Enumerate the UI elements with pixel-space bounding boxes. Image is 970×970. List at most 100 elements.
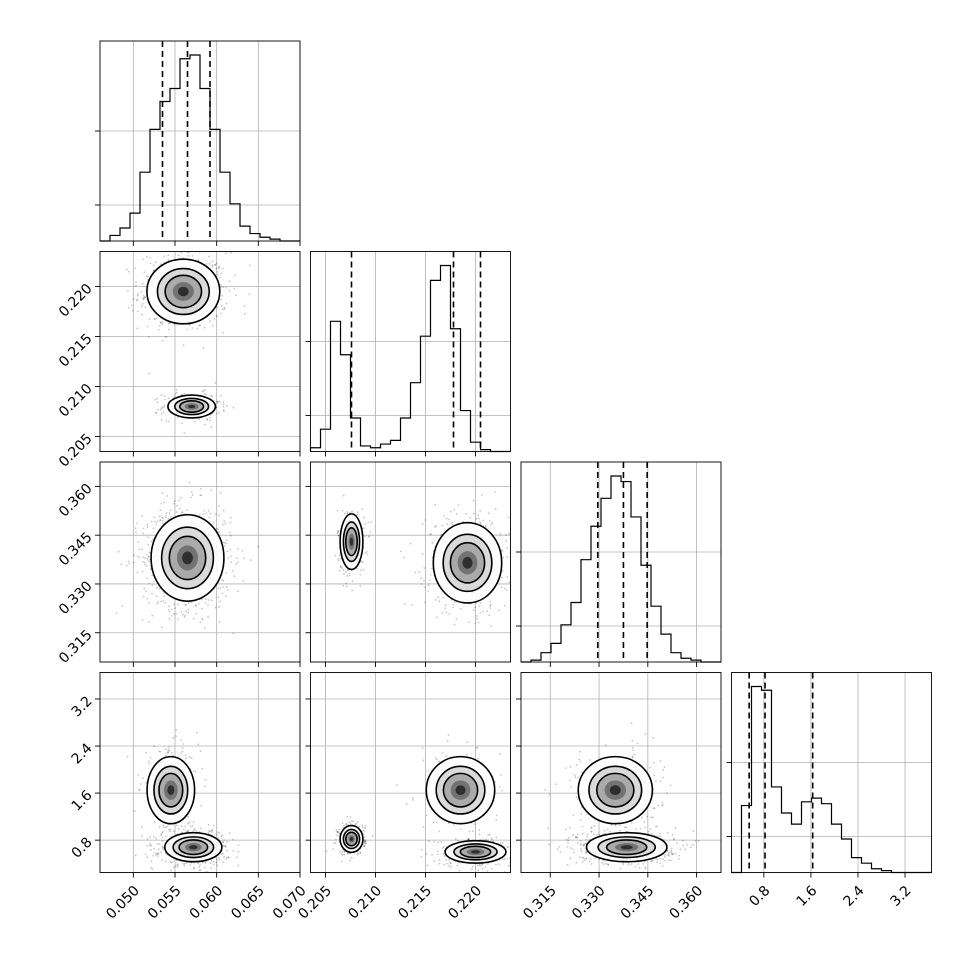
scatter-point	[208, 830, 211, 832]
scatter-point	[156, 397, 159, 400]
density-level	[167, 785, 175, 796]
histogram-bar	[120, 228, 130, 241]
scatter-point	[491, 838, 493, 841]
panel-frame	[99, 461, 301, 663]
scatter-point	[134, 284, 137, 287]
scatter-point	[183, 862, 186, 865]
scatter-point	[139, 783, 142, 785]
scatter-point	[203, 326, 206, 329]
scatter-point	[138, 556, 141, 559]
scatter-point	[175, 391, 178, 394]
scatter-point	[181, 511, 183, 514]
scatter-point	[222, 509, 225, 512]
y-tick-label: 0.330	[56, 578, 96, 618]
density-contour	[178, 839, 209, 856]
scatter-point	[193, 827, 196, 830]
scatter-point	[489, 607, 492, 609]
scatter-point	[144, 306, 147, 309]
scatter-point	[579, 818, 582, 821]
scatter-point	[440, 533, 443, 536]
scatter-point	[425, 814, 428, 817]
scatter-point	[472, 499, 475, 502]
scatter-point	[449, 861, 452, 864]
scatter-point	[161, 836, 164, 839]
scatter-point	[363, 830, 365, 832]
scatter-point	[149, 849, 152, 851]
scatter-point	[434, 598, 437, 601]
scatter-point	[654, 780, 657, 783]
scatter-point	[190, 756, 193, 759]
scatter-point	[192, 867, 195, 870]
scatter-point	[164, 835, 167, 838]
panel-frame	[520, 461, 722, 663]
scatter-point	[443, 855, 446, 857]
scatter-point	[225, 539, 228, 542]
scatter-point	[431, 541, 434, 544]
scatter-point	[411, 798, 414, 801]
scatter-point	[204, 601, 207, 604]
y-tick-label: 0.345	[56, 530, 96, 570]
scatter-point	[173, 500, 176, 503]
scatter-panel-2-1	[310, 462, 511, 662]
histogram-outline	[309, 264, 511, 453]
scatter-point	[189, 323, 191, 326]
scatter-point	[174, 607, 177, 610]
scatter-point	[147, 536, 149, 539]
scatter-point	[221, 579, 224, 582]
scatter-point	[506, 556, 509, 558]
scatter-point	[149, 256, 152, 259]
scatter-point	[225, 252, 227, 255]
histogram-bar	[561, 625, 571, 662]
scatter-point	[165, 420, 168, 422]
scatter-point	[209, 320, 212, 323]
scatter-point	[494, 508, 497, 511]
scatter-point	[657, 804, 660, 807]
scatter-point	[177, 864, 179, 866]
y-tick-label: 3.2	[69, 693, 96, 720]
density-contour	[178, 399, 205, 413]
scatter-point	[222, 586, 225, 588]
scatter-point	[213, 245, 215, 247]
scatter-point	[207, 616, 210, 619]
scatter-point	[155, 412, 158, 415]
x-tick-label: 0.220	[445, 883, 485, 923]
histogram-bar	[842, 839, 852, 872]
histogram-bar	[210, 129, 220, 241]
scatter-point	[229, 548, 232, 551]
scatter-point	[422, 759, 425, 762]
scatter-point	[662, 769, 665, 771]
scatter-point	[208, 263, 211, 265]
scatter-point	[216, 400, 219, 403]
scatter-point	[244, 312, 246, 315]
scatter-point	[402, 556, 405, 559]
scatter-point	[229, 516, 232, 519]
scatter-point	[228, 531, 231, 534]
scatter-point	[187, 608, 190, 611]
scatter-point	[505, 589, 508, 592]
scatter-point	[505, 533, 508, 536]
scatter-point	[343, 512, 346, 515]
scatter-point	[243, 304, 246, 307]
scatter-point	[136, 327, 139, 330]
scatter-point	[218, 606, 221, 608]
histogram-bar	[250, 234, 260, 241]
scatter-point	[152, 269, 155, 272]
scatter-point	[157, 852, 160, 855]
scatter-point	[364, 842, 367, 845]
scatter-point	[555, 783, 558, 786]
scatter-point	[633, 753, 636, 756]
scatter-inner	[334, 491, 511, 627]
scatter-point	[191, 255, 194, 257]
scatter-point	[174, 393, 177, 396]
scatter-point	[346, 575, 349, 577]
panel-frame	[310, 672, 511, 873]
scatter-point	[132, 309, 134, 312]
scatter-point	[162, 517, 164, 520]
scatter-point	[346, 585, 348, 588]
scatter-point	[222, 541, 225, 544]
scatter-point	[243, 557, 245, 560]
scatter-point	[198, 866, 201, 868]
density-level	[349, 537, 354, 546]
scatter-point	[191, 824, 194, 827]
scatter-point	[223, 307, 226, 310]
